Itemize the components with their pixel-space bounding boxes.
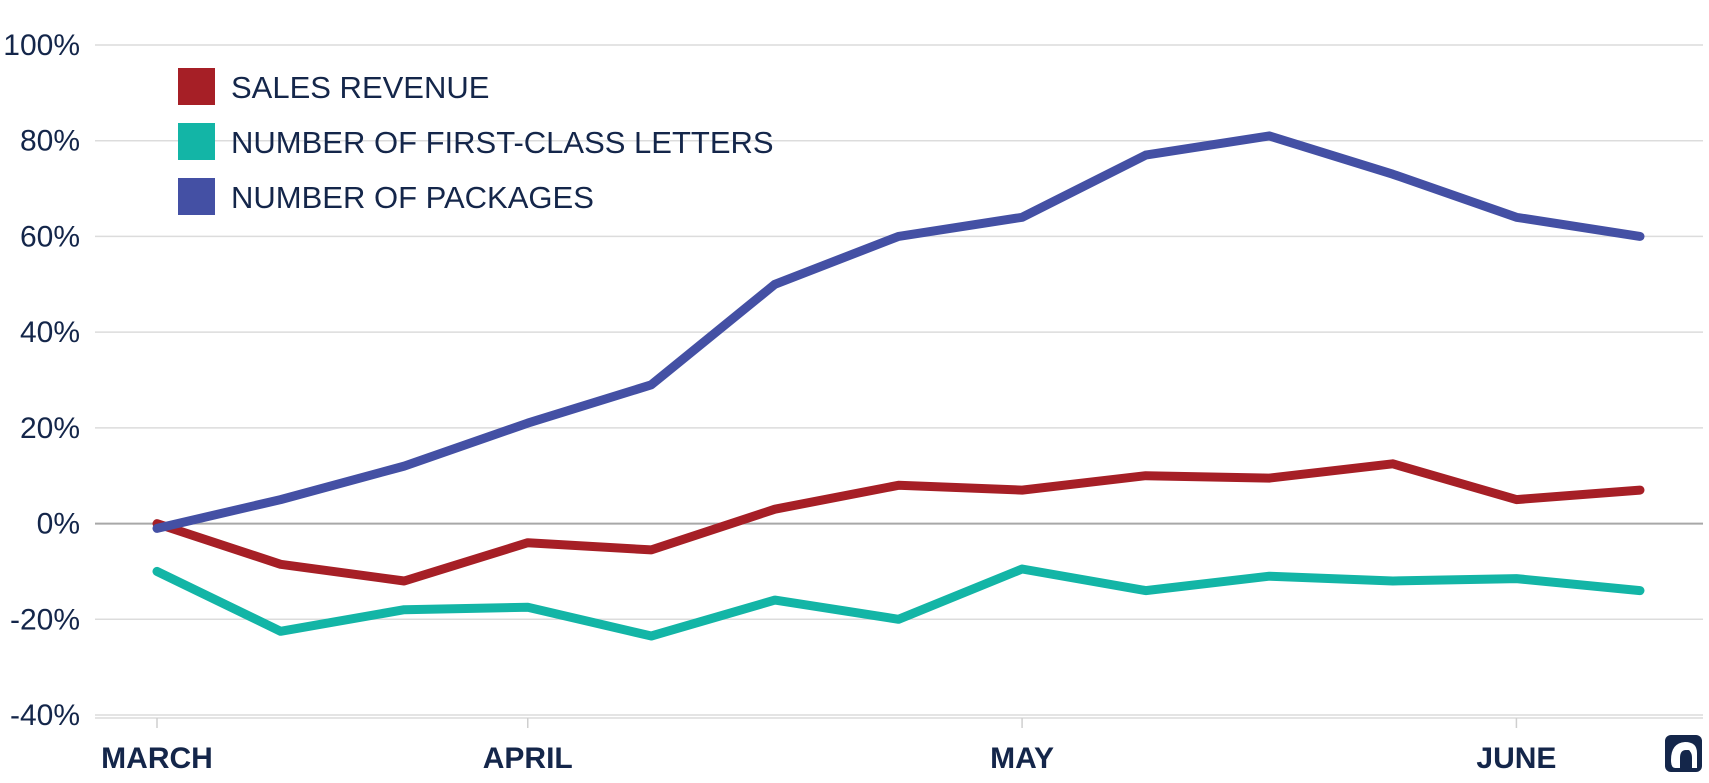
y-tick-label: 20% (20, 412, 80, 445)
legend-swatch (178, 68, 215, 105)
x-tick-label: APRIL (483, 742, 573, 775)
legend-swatch (178, 178, 215, 215)
x-tick-label: MAY (990, 742, 1054, 775)
x-tick-label: JUNE (1476, 742, 1556, 775)
y-tick-label: 60% (20, 220, 80, 253)
y-tick-label: 40% (20, 316, 80, 349)
y-tick-label: 100% (3, 29, 80, 62)
legend-swatch (178, 123, 215, 160)
y-tick-label: 80% (20, 125, 80, 158)
legend-label: NUMBER OF FIRST-CLASS LETTERS (231, 125, 774, 160)
y-axis-tick-labels: 100% 80% 60% 40% 20% 0% -20% -40% (3, 29, 80, 732)
series-line-1 (152, 459, 1645, 586)
legend-label: SALES REVENUE (231, 70, 489, 105)
legend-label: NUMBER OF PACKAGES (231, 180, 594, 215)
x-axis-tick-labels: MARCH APRIL MAY JUNE (101, 718, 1556, 775)
y-tick-label: -40% (10, 699, 80, 732)
legend: SALES REVENUE NUMBER OF FIRST-CLASS LETTE… (178, 68, 774, 215)
elephant-logo-icon (1665, 735, 1702, 772)
y-tick-label: 0% (37, 508, 80, 541)
x-tick-label: MARCH (101, 742, 213, 775)
y-tick-label: -20% (10, 603, 80, 636)
series-lines (152, 131, 1645, 641)
